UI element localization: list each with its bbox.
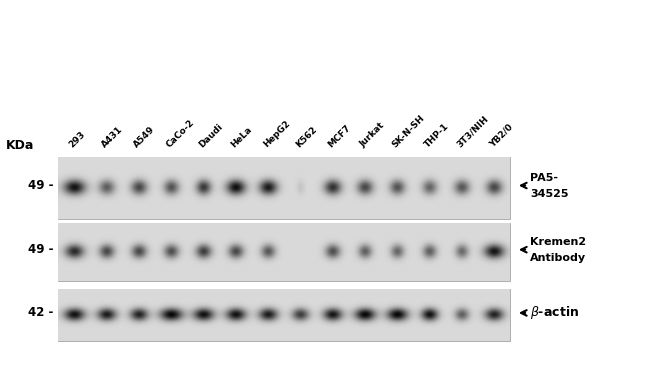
Text: 42 -: 42 -	[27, 306, 53, 320]
Text: $\beta$-actin: $\beta$-actin	[530, 305, 579, 321]
Text: THP-1: THP-1	[423, 121, 450, 149]
Bar	[58, 289, 510, 341]
Text: Jurkat: Jurkat	[358, 121, 387, 149]
Text: YB2/0: YB2/0	[488, 122, 514, 149]
Text: 34525: 34525	[530, 188, 569, 198]
Text: A549: A549	[133, 124, 157, 149]
Bar	[58, 223, 510, 281]
Text: CaCo-2: CaCo-2	[164, 117, 196, 149]
Text: HeLa: HeLa	[229, 124, 254, 149]
Text: 49 -: 49 -	[27, 179, 53, 192]
Text: 49 -: 49 -	[27, 243, 53, 256]
Text: 3T3/NIH: 3T3/NIH	[455, 114, 490, 149]
Text: K562: K562	[294, 124, 318, 149]
Text: MCF7: MCF7	[326, 123, 352, 149]
Text: PA5-: PA5-	[530, 172, 558, 183]
Text: A431: A431	[100, 124, 125, 149]
Text: Kremen2: Kremen2	[530, 237, 586, 247]
Bar	[58, 157, 510, 219]
Text: SK-N-SH: SK-N-SH	[391, 113, 426, 149]
Text: HepG2: HepG2	[261, 119, 292, 149]
Text: Antibody: Antibody	[530, 253, 586, 263]
Text: 293: 293	[68, 129, 88, 149]
Text: Daudi: Daudi	[197, 122, 224, 149]
Text: KDa: KDa	[6, 139, 34, 152]
